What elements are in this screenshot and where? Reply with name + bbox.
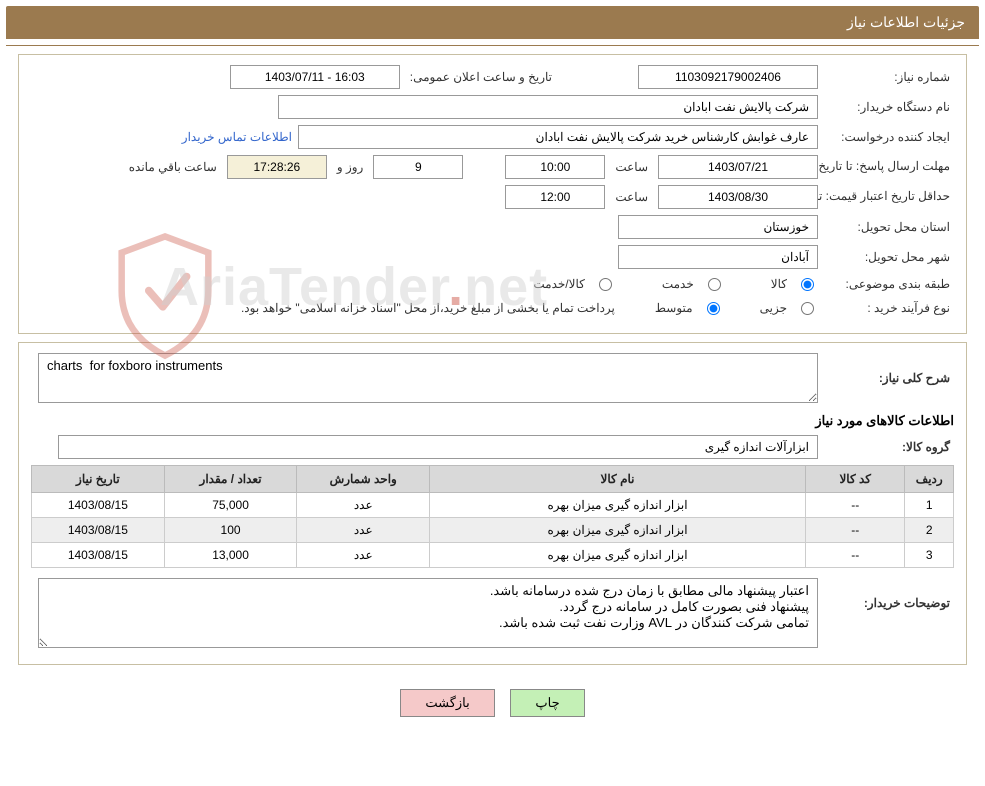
requester-label: ایجاد کننده درخواست:: [824, 128, 954, 146]
info-panel: شماره نیاز: تاریخ و ساعت اعلان عمومی: نا…: [18, 54, 967, 334]
process-medium-text: متوسط: [651, 299, 697, 317]
province-label: استان محل تحویل:: [824, 218, 954, 236]
page-header: جزئیات اطلاعات نیاز: [6, 6, 979, 39]
city-label: شهر محل تحویل:: [824, 248, 954, 266]
td-date: 1403/08/15: [32, 493, 165, 518]
goods-group-field: [58, 435, 818, 459]
process-medium-radio[interactable]: [707, 302, 720, 315]
td-name: ابزار اندازه گیری میزان بهره: [430, 543, 806, 568]
announce-datetime-field: [230, 65, 400, 89]
class-both-text: کالا/خدمت: [529, 275, 588, 293]
remaining-label: ساعت باقي مانده: [125, 158, 221, 176]
td-qty: 100: [164, 518, 297, 543]
deadline-time-field: [505, 155, 605, 179]
td-unit: عدد: [297, 543, 430, 568]
need-number-field: [638, 65, 818, 89]
td-unit: عدد: [297, 493, 430, 518]
goods-info-title: اطلاعات کالاهای مورد نیاز: [31, 413, 954, 429]
deadline-time-label: ساعت: [611, 158, 652, 176]
class-service-radio[interactable]: [708, 278, 721, 291]
td-name: ابزار اندازه گیری میزان بهره: [430, 518, 806, 543]
th-date: تاریخ نیاز: [32, 466, 165, 493]
table-row: 3 -- ابزار اندازه گیری میزان بهره عدد 13…: [32, 543, 954, 568]
validity-time-field: [505, 185, 605, 209]
countdown-field: [227, 155, 327, 179]
class-both-radio[interactable]: [599, 278, 612, 291]
table-row: 2 -- ابزار اندازه گیری میزان بهره عدد 10…: [32, 518, 954, 543]
goods-table: ردیف کد کالا نام کالا واحد شمارش تعداد /…: [31, 465, 954, 568]
td-code: --: [805, 493, 905, 518]
td-qty: 13,000: [164, 543, 297, 568]
th-qty: تعداد / مقدار: [164, 466, 297, 493]
td-code: --: [805, 518, 905, 543]
buyer-org-label: نام دستگاه خریدار:: [824, 98, 954, 116]
th-unit: واحد شمارش: [297, 466, 430, 493]
td-date: 1403/08/15: [32, 543, 165, 568]
goods-group-label: گروه کالا:: [824, 438, 954, 456]
td-idx: 1: [905, 493, 954, 518]
buyer-notes-label: توضیحات خریدار:: [824, 578, 954, 612]
class-service-text: خدمت: [658, 275, 698, 293]
province-field: [618, 215, 818, 239]
validity-date-field: [658, 185, 818, 209]
deadline-label: مهلت ارسال پاسخ: تا تاریخ:: [824, 157, 954, 177]
need-number-label: شماره نیاز:: [824, 68, 954, 86]
td-idx: 2: [905, 518, 954, 543]
buyer-org-field: [278, 95, 818, 119]
th-name: نام کالا: [430, 466, 806, 493]
goods-panel: شرح کلی نیاز: اطلاعات کالاهای مورد نیاز …: [18, 342, 967, 665]
overall-need-label: شرح کلی نیاز:: [824, 369, 954, 387]
td-name: ابزار اندازه گیری میزان بهره: [430, 493, 806, 518]
process-partial-text: جزیی: [756, 299, 791, 317]
deadline-date-field: [658, 155, 818, 179]
process-partial-radio[interactable]: [801, 302, 814, 315]
table-row: 1 -- ابزار اندازه گیری میزان بهره عدد 75…: [32, 493, 954, 518]
td-idx: 3: [905, 543, 954, 568]
days-remaining-field: [373, 155, 463, 179]
print-button[interactable]: چاپ: [510, 689, 584, 717]
td-date: 1403/08/15: [32, 518, 165, 543]
th-code: کد کالا: [805, 466, 905, 493]
th-index: ردیف: [905, 466, 954, 493]
validity-time-label: ساعت: [611, 188, 652, 206]
classification-label: طبقه بندی موضوعی:: [824, 275, 954, 293]
td-qty: 75,000: [164, 493, 297, 518]
header-underline: [6, 45, 979, 46]
button-bar: چاپ بازگشت: [0, 673, 985, 733]
days-and-label: روز و: [333, 158, 368, 176]
back-button[interactable]: بازگشت: [400, 689, 494, 717]
requester-field: [298, 125, 818, 149]
overall-need-textarea[interactable]: [38, 353, 818, 403]
td-code: --: [805, 543, 905, 568]
class-goods-radio[interactable]: [801, 278, 814, 291]
validity-label: حداقل تاریخ اعتبار قیمت: تا تاریخ:: [824, 187, 954, 207]
process-note: پرداخت تمام یا بخشی از مبلغ خرید،از محل …: [237, 299, 619, 317]
td-unit: عدد: [297, 518, 430, 543]
process-type-label: نوع فرآیند خرید :: [824, 299, 954, 317]
buyer-notes-textarea[interactable]: [38, 578, 818, 648]
announce-label: تاریخ و ساعت اعلان عمومی:: [406, 68, 556, 86]
city-field: [618, 245, 818, 269]
buyer-contact-link[interactable]: اطلاعات تماس خریدار: [182, 130, 292, 144]
class-goods-text: کالا: [767, 275, 791, 293]
